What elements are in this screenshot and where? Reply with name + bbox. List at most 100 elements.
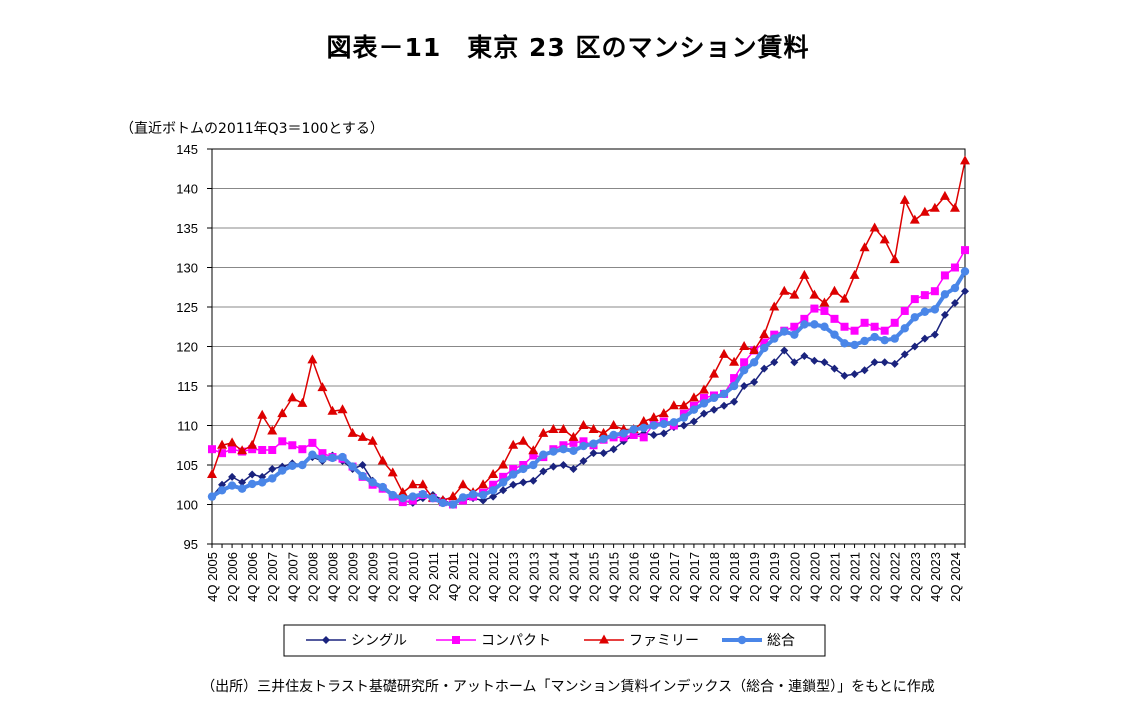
data-point (408, 492, 417, 501)
data-point (559, 445, 568, 454)
data-point (608, 420, 619, 429)
data-point (900, 306, 909, 315)
data-point (639, 433, 648, 442)
data-point (569, 438, 578, 447)
x-tick-label: 4Q 2019 (767, 552, 782, 602)
data-point (860, 336, 869, 346)
data-point (509, 464, 518, 473)
data-point (720, 401, 729, 410)
data-point (549, 447, 558, 456)
data-point (929, 202, 940, 212)
data-point (278, 437, 287, 446)
x-tick-label: 2Q 2017 (667, 552, 682, 602)
x-tick-label: 2Q 2023 (908, 552, 923, 602)
data-point (277, 408, 288, 418)
x-tick-label: 2Q 2016 (627, 552, 642, 602)
data-point (629, 430, 638, 439)
data-point (789, 289, 800, 299)
data-point (850, 370, 859, 379)
x-tick-label: 2Q 2018 (707, 552, 722, 602)
data-point (890, 334, 899, 343)
data-point (950, 299, 959, 308)
data-point (860, 366, 869, 375)
legend-item: 総合 (722, 633, 795, 649)
x-tick-label: 4Q 2011 (446, 552, 461, 601)
data-point (810, 304, 819, 313)
data-point (207, 468, 217, 478)
data-point (237, 484, 247, 493)
data-point (719, 348, 730, 358)
data-point (750, 378, 759, 387)
data-point (719, 389, 729, 399)
data-point (578, 420, 589, 429)
data-point (779, 285, 790, 295)
data-point (268, 474, 277, 483)
x-tick-label: 2Q 2006 (225, 552, 240, 602)
data-point (452, 636, 460, 644)
data-point (458, 493, 468, 502)
x-tick-label: 4Q 2015 (607, 552, 622, 602)
data-point (740, 358, 749, 367)
data-point (318, 449, 327, 458)
data-point (307, 354, 318, 364)
data-point (870, 322, 879, 331)
data-point (548, 423, 559, 433)
data-point (488, 468, 499, 478)
data-point (288, 441, 297, 450)
x-tick-label: 4Q 2005 (205, 552, 220, 602)
data-point (448, 500, 458, 509)
data-point (568, 431, 579, 441)
data-point (367, 435, 378, 445)
data-point (920, 307, 930, 316)
x-tick-label: 4Q 2020 (807, 552, 822, 602)
data-point (247, 439, 258, 449)
data-point (950, 263, 959, 272)
x-tick-label: 2Q 2013 (506, 552, 521, 602)
data-point (669, 418, 679, 427)
data-point (368, 478, 377, 487)
data-point (248, 470, 257, 479)
x-tick-label: 4Q 2017 (687, 552, 702, 602)
data-point (398, 493, 407, 503)
x-tick-label: 2Q 2019 (747, 552, 762, 602)
data-point (648, 412, 659, 422)
data-point (588, 423, 599, 433)
data-point (880, 358, 889, 367)
data-point (207, 492, 217, 501)
y-tick-label: 110 (177, 419, 198, 434)
data-point (820, 358, 829, 367)
data-point (549, 462, 558, 471)
legend-label: コンパクト (481, 633, 551, 649)
data-point (278, 466, 287, 475)
data-point (498, 478, 508, 487)
data-point (489, 480, 498, 489)
data-point (499, 472, 508, 481)
data-point (890, 318, 899, 327)
data-point (468, 490, 478, 499)
data-point (689, 417, 698, 426)
data-point (770, 334, 779, 343)
data-point (790, 322, 799, 331)
x-tick-label: 4Q 2021 (848, 552, 863, 602)
data-point (599, 634, 609, 644)
data-point (840, 322, 849, 331)
y-tick-label: 120 (176, 340, 198, 355)
data-point (328, 453, 337, 463)
data-point (740, 382, 749, 390)
data-point (688, 392, 699, 402)
y-tick-label: 100 (176, 498, 198, 513)
x-tick-label: 2Q 2011 (426, 552, 441, 601)
data-point (358, 471, 367, 481)
data-point (528, 445, 539, 455)
data-point (830, 314, 839, 323)
data-point (699, 409, 708, 418)
data-point (499, 486, 508, 495)
data-point (930, 305, 940, 314)
data-point (739, 366, 749, 375)
data-point (519, 478, 528, 487)
data-point (820, 306, 829, 315)
data-point (659, 419, 668, 429)
data-point (519, 464, 528, 474)
x-tick-label: 4Q 2016 (647, 552, 662, 602)
data-point (889, 254, 900, 264)
